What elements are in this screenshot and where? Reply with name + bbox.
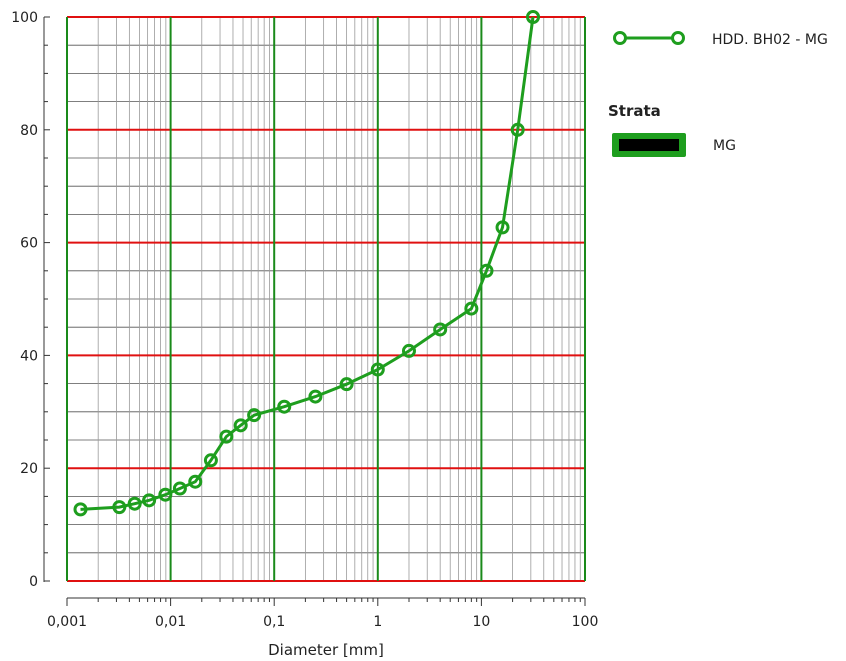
y-tick-label: 20 [20, 461, 38, 477]
strata-swatch-inner [619, 139, 679, 151]
series-line [80, 16, 535, 511]
data-point [247, 408, 262, 423]
data-point [495, 220, 510, 235]
x-tick-label: 100 [572, 614, 599, 630]
data-point [339, 377, 354, 392]
strata-item-label: MG [713, 138, 736, 154]
x-tick-label: 1 [373, 614, 382, 630]
legend-series-marker-right [671, 31, 685, 45]
strata-heading: Strata [608, 102, 661, 120]
data-point [219, 429, 234, 444]
data-point [370, 362, 385, 377]
y-tick-label: 60 [20, 236, 38, 252]
data-point [479, 263, 494, 278]
data-point [526, 10, 541, 24]
data-point [308, 389, 323, 404]
y-tick-label: 80 [20, 123, 38, 139]
major-grid [66, 16, 586, 582]
legend-series-marker-left [613, 31, 627, 45]
data-point [433, 322, 448, 337]
data-point [401, 343, 416, 358]
data-point [464, 301, 479, 316]
data-point [277, 399, 292, 414]
data-point [233, 418, 248, 433]
data-point [172, 481, 187, 496]
axes: 0 20 40 60 80 100 0,001 0,01 0,1 1 10 100 [11, 10, 598, 630]
y-tick-label: 100 [11, 10, 38, 26]
series-layer [73, 10, 541, 517]
x-tick-label: 0,1 [263, 614, 285, 630]
data-point [112, 500, 127, 515]
minor-grid [67, 17, 585, 581]
data-point [188, 474, 203, 489]
data-point [142, 493, 157, 508]
x-tick-label: 0,01 [155, 614, 186, 630]
data-point [510, 122, 525, 137]
data-point [73, 502, 88, 517]
x-tick-label: 10 [472, 614, 490, 630]
legend: HDD. BH02 - MG Strata MG [608, 31, 828, 157]
data-point [158, 487, 173, 502]
x-tick-label: 0,001 [47, 614, 87, 630]
legend-series-label: HDD. BH02 - MG [712, 32, 828, 48]
y-tick-label: 0 [29, 574, 38, 590]
x-axis-title: Diameter [mm] [268, 641, 384, 659]
data-point [203, 453, 218, 468]
data-point [127, 496, 142, 511]
y-tick-label: 40 [20, 348, 38, 364]
